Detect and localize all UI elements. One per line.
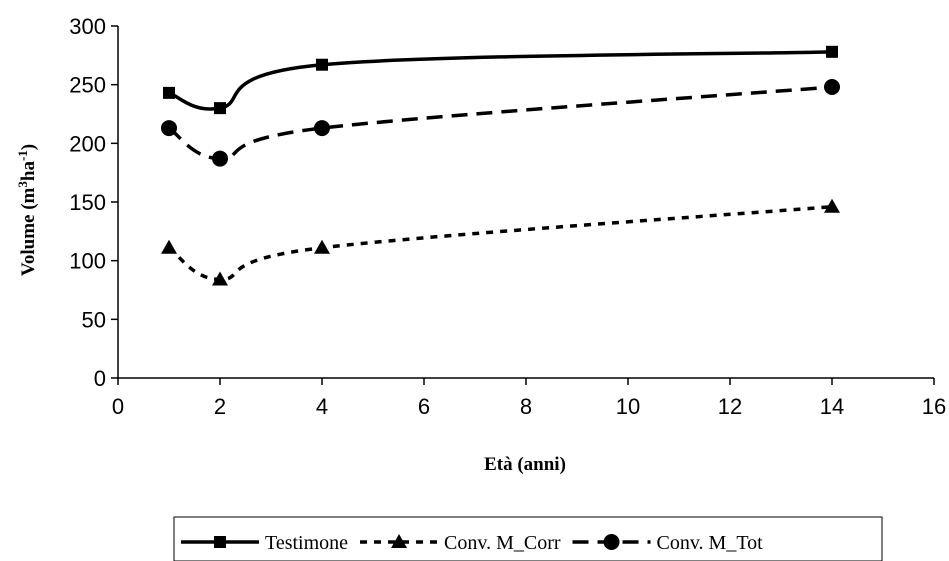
legend-label: Conv. M_Tot (657, 532, 764, 554)
data-point-circle (824, 79, 840, 96)
legend-frame (173, 516, 883, 561)
y-tick-label: 300 (69, 14, 106, 39)
legend: Testimone Conv. M_Corr Conv. M_Tot (173, 516, 883, 561)
y-axis-ticks: 0 50 100 150 200 250 300 (69, 14, 118, 391)
x-tick-label: 8 (520, 394, 532, 419)
legend-marker-circle (603, 534, 620, 550)
y-tick-label: 50 (82, 307, 106, 332)
x-tick-label: 4 (316, 394, 328, 419)
series-line (167, 85, 833, 161)
data-point-triangle (824, 198, 840, 213)
x-tick-label: 0 (112, 394, 124, 419)
x-axis-ticks: 0 2 4 6 8 10 12 14 16 (112, 378, 946, 419)
data-point-square (163, 86, 175, 99)
data-point-circle (314, 120, 330, 137)
x-tick-label: 10 (616, 394, 640, 419)
data-point-triangle (161, 239, 177, 254)
axes (117, 26, 934, 379)
series-line (168, 50, 833, 111)
data-point-triangle (314, 239, 330, 254)
x-tick-label: 16 (922, 394, 946, 419)
series-square (163, 45, 838, 115)
y-tick-label: 200 (69, 131, 106, 156)
x-tick-label: 6 (418, 394, 430, 419)
series-triangle (161, 198, 840, 286)
legend-item: Testimone (181, 532, 348, 554)
data-point-square (214, 102, 226, 115)
x-tick-label: 2 (214, 394, 226, 419)
legend-label: Testimone (265, 532, 348, 554)
legend-item: Conv. M_Corr (360, 532, 561, 554)
legend-marker-square (214, 536, 226, 548)
data-point-square (826, 45, 838, 58)
legend-label: Conv. M_Corr (444, 532, 561, 554)
x-tick-label: 12 (718, 394, 742, 419)
data-point-square (316, 58, 328, 71)
legend-items: Testimone Conv. M_Corr Conv. M_Tot (181, 532, 763, 554)
x-tick-label: 14 (820, 394, 844, 419)
data-point-triangle (212, 271, 228, 286)
series-circle (161, 79, 840, 167)
y-axis-title: Volume (m3ha-1) (15, 144, 40, 276)
x-axis-title: Età (anni) (484, 454, 566, 475)
legend-item: Conv. M_Tot (572, 532, 764, 554)
series-group (161, 45, 840, 286)
data-point-circle (212, 150, 228, 167)
legend-marker-triangle (391, 534, 408, 548)
y-tick-label: 0 (94, 366, 106, 391)
data-point-circle (161, 120, 177, 137)
y-tick-label: 150 (69, 190, 106, 215)
y-tick-label: 250 (69, 73, 106, 98)
series-line (167, 204, 833, 282)
y-tick-label: 100 (69, 249, 106, 274)
